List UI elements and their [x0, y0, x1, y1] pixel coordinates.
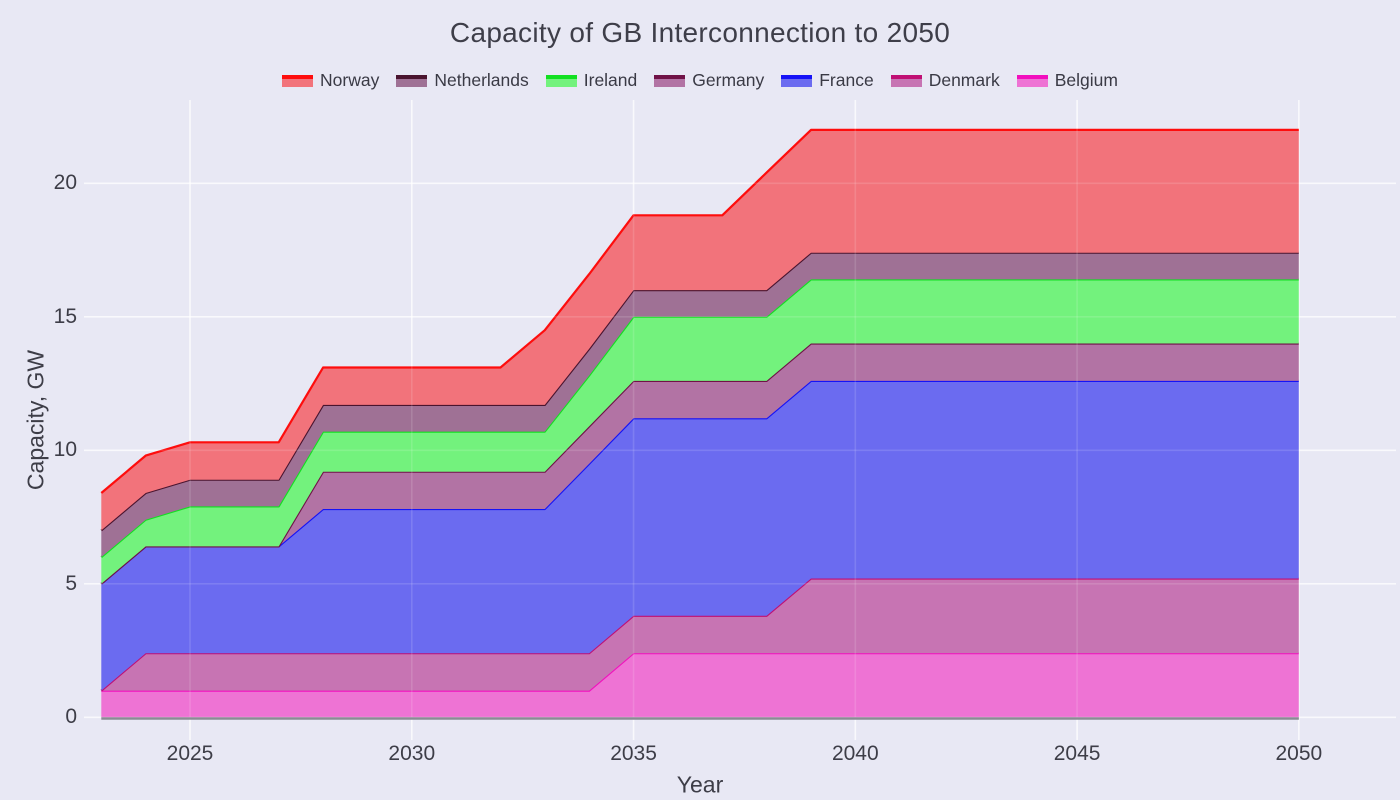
x-tick-2050: 2050: [1275, 742, 1323, 765]
y-tick-10: 10: [53, 438, 77, 462]
area-netherlands: [101, 252, 1299, 558]
area-ireland: [101, 279, 1299, 584]
legend-label-netherlands: Netherlands: [434, 70, 529, 90]
area-denmark: [101, 578, 1299, 691]
area-germany: [101, 343, 1299, 584]
legend-swatch-germany-icon: [654, 74, 686, 87]
x-tick-2030: 2030: [388, 742, 436, 765]
legend: Norway Netherlands Ireland Germany France Den…: [0, 70, 1400, 91]
legend-label-germany: Germany: [692, 70, 765, 90]
area-france: [101, 380, 1299, 691]
legend-label-belgium: Belgium: [1054, 70, 1118, 90]
legend-swatch-netherlands-icon: [396, 74, 428, 87]
y-tick-5: 5: [65, 571, 77, 595]
legend-item-france[interactable]: France: [781, 70, 874, 91]
chart-title: Capacity of GB Interconnection to 2050: [449, 17, 951, 48]
legend-item-germany[interactable]: Germany: [654, 70, 764, 91]
area-norway: [101, 129, 1299, 531]
line-norway: [100, 128, 1299, 494]
legend-swatch-belgium-icon: [1016, 74, 1048, 87]
legend-label-norway: Norway: [320, 70, 380, 90]
y-tick-15: 15: [53, 304, 77, 328]
x-tick-2035: 2035: [610, 742, 657, 765]
legend-item-netherlands[interactable]: Netherlands: [396, 70, 529, 91]
x-tick-2025: 2025: [166, 742, 214, 765]
x-axis-title: Year: [676, 771, 724, 798]
legend-swatch-denmark-icon: [890, 74, 922, 87]
legend-label-denmark: Denmark: [928, 70, 1000, 90]
legend-swatch-ireland-icon: [545, 74, 577, 87]
legend-item-ireland[interactable]: Ireland: [545, 70, 638, 91]
legend-item-norway[interactable]: Norway: [282, 70, 379, 91]
legend-swatch-norway-icon: [282, 74, 314, 87]
area-belgium: [101, 653, 1299, 718]
legend-swatch-france-icon: [781, 74, 813, 87]
legend-label-ireland: Ireland: [583, 70, 638, 90]
x-tick-2045: 2045: [1053, 742, 1101, 765]
y-tick-20: 20: [53, 171, 77, 195]
legend-item-belgium[interactable]: Belgium: [1016, 70, 1118, 91]
y-tick-0: 0: [65, 705, 77, 729]
legend-item-denmark[interactable]: Denmark: [890, 70, 1000, 91]
legend-label-france: France: [819, 70, 874, 90]
x-tick-2040: 2040: [831, 742, 879, 765]
y-axis-title: Capacity, GW: [22, 349, 49, 491]
